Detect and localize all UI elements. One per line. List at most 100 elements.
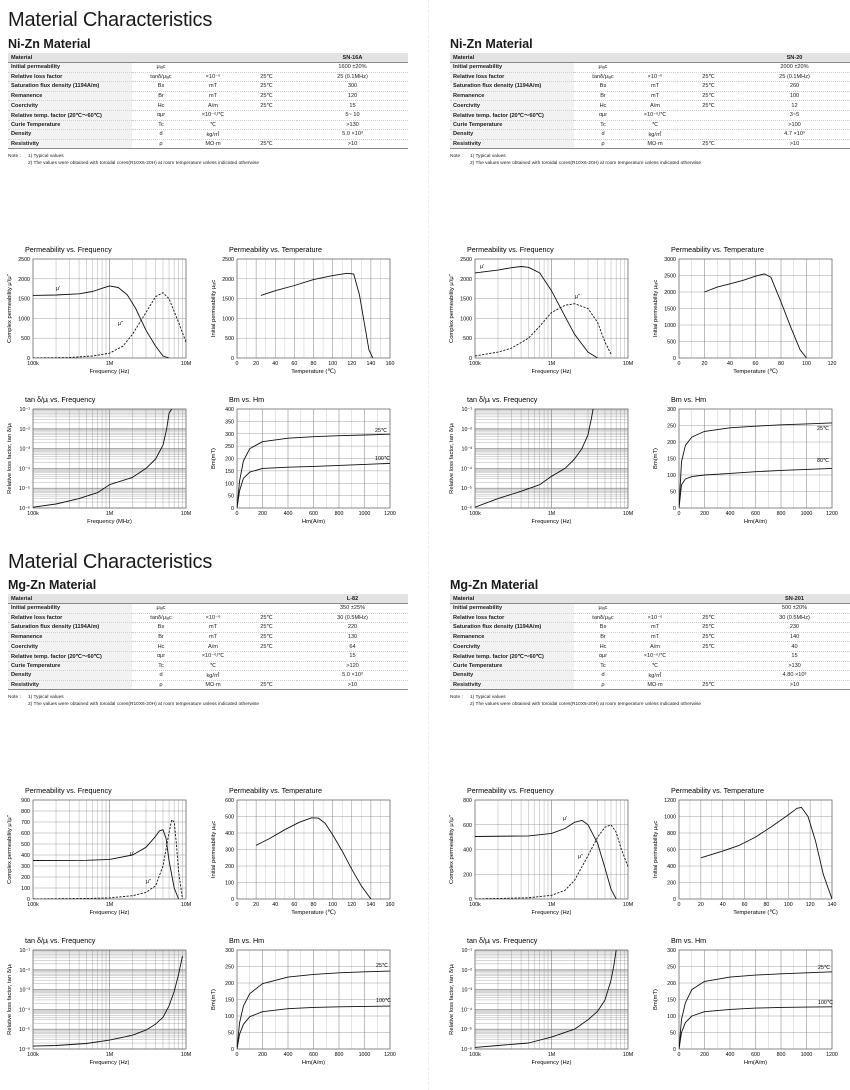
- notes: Note : 1) Typical values 2) The values we…: [450, 694, 850, 708]
- spec-row: Resistivity ρ MΩ·m 25℃ >10: [8, 680, 408, 691]
- y-tick-label: 500: [463, 336, 472, 342]
- condition: 25℃: [236, 72, 297, 83]
- y-tick-label: 10⁻²: [20, 968, 31, 974]
- grade-name: L-82: [297, 594, 408, 604]
- x-tick-label: 100: [784, 902, 793, 908]
- series-line-1: [679, 1006, 832, 1049]
- series-line-0: [237, 970, 390, 1049]
- x-tick-label: 60: [291, 902, 297, 908]
- x-tick-label: 40: [727, 361, 733, 367]
- condition: [678, 603, 739, 614]
- note-2: 2) The values were obtained with toroida…: [28, 702, 260, 708]
- y-tick-label: 1000: [460, 316, 472, 322]
- unit: [190, 603, 236, 614]
- spec-table-header: Material SN-20: [450, 53, 850, 63]
- note-1: 1) Typical values: [28, 695, 64, 701]
- series-line-0: [33, 409, 173, 508]
- value: 12: [739, 100, 850, 111]
- y-tick-label: 10⁻⁶: [19, 1047, 30, 1053]
- y-tick-label: 250: [225, 965, 234, 971]
- spec-row: Initial permeability μᵢₐc 2000 ±20%: [450, 62, 850, 73]
- symbol: ρ: [574, 680, 632, 691]
- value: 5.0 ×10³: [297, 129, 408, 140]
- unit: ×10⁻⁶: [632, 72, 678, 83]
- x-tick-label: 100k: [27, 361, 39, 367]
- chart: Bm vs. Hm 0 200 400 600 800 1000 1200 0 50 100 150 2…: [211, 936, 396, 1066]
- y-axis-label: Complex permeability μ'/μ'': [449, 815, 455, 884]
- property-name: Curie Temperature: [450, 120, 574, 131]
- x-tick-label: 200: [700, 511, 709, 517]
- spec-row: Relative temp. factor (20℃～60℃) αμr ×10⁻⁶/…: [450, 651, 850, 662]
- unit: ℃: [190, 661, 236, 672]
- grid: [237, 800, 390, 899]
- unit: A/m: [190, 641, 236, 652]
- unit: ×10⁻⁶: [632, 613, 678, 624]
- x-axis-label: Frequency (Hz): [90, 369, 130, 375]
- x-tick-label: 120: [347, 361, 356, 367]
- y-tick-label: 0: [469, 897, 472, 903]
- grid: [475, 409, 628, 509]
- y-axis-label: Relative loss factor, tan δ/μᵢ: [449, 964, 455, 1035]
- y-tick-label: 10⁻³: [20, 988, 31, 994]
- symbol: Hc: [132, 100, 190, 111]
- y-axis-label: Bm(mT): [653, 448, 659, 469]
- y-tick-label: 0: [673, 356, 676, 362]
- x-axis-label: Temperature (℃): [291, 910, 336, 916]
- material-heading: Mg-Zn Material: [8, 578, 97, 592]
- y-tick-label: 250: [667, 424, 676, 430]
- symbol: tanδ/μᵢₐc: [132, 613, 190, 624]
- x-tick-label: 100k: [27, 511, 39, 517]
- spec-row: Remanence Br mT 25℃ 100: [450, 91, 850, 102]
- value: 3~5: [739, 110, 850, 121]
- symbol: d: [132, 670, 190, 681]
- condition: 25℃: [236, 622, 297, 633]
- symbol: Br: [574, 91, 632, 102]
- series-group: [33, 819, 183, 899]
- x-tick-label: 20: [253, 361, 259, 367]
- unit: mT: [190, 632, 236, 643]
- x-tick-label: 100k: [469, 902, 481, 908]
- condition: 25℃: [678, 613, 739, 624]
- y-axis-label: Complex permeability μ'/μ'': [7, 274, 13, 343]
- value: 1600 ±20%: [297, 62, 408, 73]
- grid: [475, 259, 628, 358]
- spec-row: Density d kg/㎥ 5.0 ×10³: [8, 670, 408, 681]
- symbol: d: [574, 670, 632, 681]
- series-group: [255, 817, 372, 899]
- grade-name: SN-201: [739, 594, 850, 604]
- spec-row: Saturation flux density (1194A/m) Bs mT 25℃…: [8, 81, 408, 92]
- symbol: ρ: [132, 139, 190, 150]
- spec-row: Relative loss factor tanδ/μᵢₐc ×10⁻⁶ 25℃ 25 …: [450, 72, 850, 83]
- y-tick-label: 0: [231, 506, 234, 512]
- spec-row: Curie Temperature Tc ℃ >120: [8, 661, 408, 672]
- y-axis-label: Bm(mT): [653, 989, 659, 1010]
- symbol: Hc: [132, 641, 190, 652]
- value: 120: [297, 91, 408, 102]
- curve-label: μ': [480, 264, 484, 270]
- x-tick-label: 200: [258, 511, 267, 517]
- y-tick-label: 250: [225, 444, 234, 450]
- chart-title: Bm vs. Hm: [229, 936, 264, 945]
- symbol: tanδ/μᵢₐc: [574, 72, 632, 83]
- x-axis-label: Frequency (Hz): [532, 1060, 572, 1066]
- curve-label: μ': [56, 286, 60, 292]
- series-line-0: [475, 950, 617, 1048]
- x-tick-label: 100k: [27, 902, 39, 908]
- value: >10: [739, 680, 850, 691]
- spec-row: Curie Temperature Tc ℃ >130: [8, 120, 408, 131]
- series-line-1: [475, 824, 628, 899]
- x-tick-label: 10M: [623, 361, 633, 367]
- series-group: [475, 266, 612, 358]
- x-tick-label: 10M: [181, 511, 191, 517]
- unit: kg/㎥: [190, 129, 236, 140]
- value: 230: [739, 622, 850, 633]
- chart: Permeability vs. Frequency 100k 1M 10M 0 100 2…: [7, 786, 191, 916]
- condition: 25℃: [678, 81, 739, 92]
- value: 5~ 10: [297, 110, 408, 121]
- spec-row: Resistivity ρ MΩ·m 25℃ >10: [450, 680, 850, 691]
- symbol: αμr: [574, 110, 632, 121]
- unit: A/m: [190, 100, 236, 111]
- y-tick-label: 400: [21, 853, 30, 859]
- y-tick-label: 2500: [460, 257, 472, 263]
- y-tick-label: 500: [225, 815, 234, 821]
